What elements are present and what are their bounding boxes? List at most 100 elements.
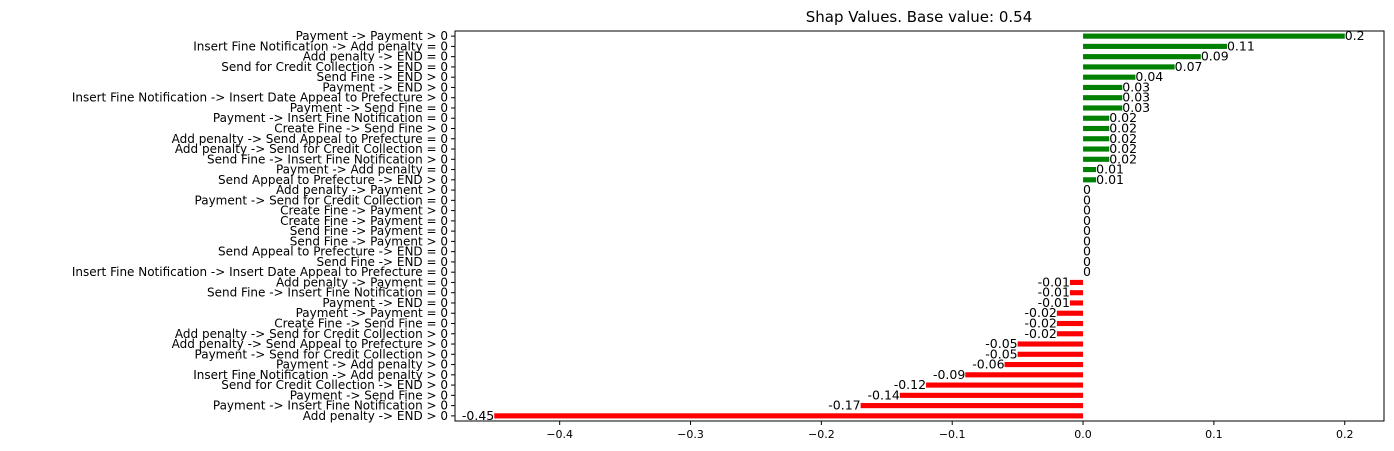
- category-label-27: Payment -> Payment = 0: [296, 306, 448, 320]
- category-label-5: Payment -> END > 0: [322, 80, 448, 94]
- value-label-20: 0: [1083, 233, 1091, 248]
- value-label-24: -0.01: [1038, 274, 1070, 289]
- bar-0: [1083, 33, 1345, 39]
- value-label-13: 0.01: [1096, 162, 1124, 177]
- bar-35: [899, 392, 1084, 398]
- bar-10: [1083, 136, 1110, 142]
- category-label-32: Payment -> Add penalty > 0: [276, 358, 448, 372]
- category-label-24: Add penalty -> Payment = 0: [276, 275, 448, 289]
- category-label-22: Send Fine -> END = 0: [316, 255, 448, 269]
- value-label-5: 0.03: [1122, 79, 1150, 94]
- value-label-30: -0.05: [985, 336, 1017, 351]
- bar-2: [1083, 54, 1201, 60]
- value-label-0: 0.2: [1345, 28, 1365, 43]
- bar-37: [494, 413, 1084, 419]
- bar-30: [1017, 341, 1084, 347]
- chart-title: Shap Values. Base value: 0.54: [806, 8, 1033, 26]
- x-tick-label-1: −0.3: [677, 428, 704, 441]
- category-label-29: Add penalty -> Send for Credit Collectio…: [175, 327, 448, 341]
- value-label-9: 0.02: [1109, 121, 1137, 136]
- value-label-3: 0.07: [1175, 59, 1203, 74]
- bar-36: [860, 403, 1084, 409]
- bar-13: [1083, 166, 1097, 173]
- x-tick-label-2: −0.2: [808, 428, 835, 441]
- x-tick-label-3: −0.1: [939, 428, 966, 441]
- value-label-12: 0.02: [1109, 151, 1137, 166]
- x-tick-label-0: −0.4: [546, 428, 573, 441]
- bar-32: [1004, 361, 1084, 368]
- value-label-16: 0: [1083, 192, 1091, 207]
- bar-11: [1083, 146, 1110, 152]
- category-label-1: Insert Fine Notification -> Add penalty …: [193, 39, 448, 53]
- value-label-21: 0: [1083, 244, 1091, 259]
- value-label-7: 0.03: [1122, 100, 1150, 115]
- category-label-17: Create Fine -> Payment > 0: [280, 204, 448, 218]
- category-label-35: Payment -> Send Fine > 0: [290, 388, 448, 402]
- category-label-3: Send for Credit Collection -> END = 0: [221, 60, 448, 74]
- value-label-35: -0.14: [868, 387, 900, 402]
- bar-9: [1083, 125, 1110, 132]
- x-tick-label-5: 0.1: [1205, 428, 1223, 441]
- category-label-37: Add penalty -> END > 0: [303, 409, 448, 423]
- value-label-19: 0: [1083, 223, 1091, 238]
- bar-3: [1083, 64, 1175, 70]
- value-label-10: 0.02: [1109, 131, 1137, 146]
- value-label-37: -0.45: [462, 408, 494, 423]
- category-label-10: Add penalty -> Send Appeal to Prefecture…: [172, 132, 448, 146]
- value-label-34: -0.12: [894, 377, 926, 392]
- bar-29: [1056, 331, 1084, 337]
- bar-4: [1083, 74, 1136, 80]
- category-label-30: Add penalty -> Send Appeal to Prefecture…: [172, 337, 448, 351]
- value-label-31: -0.05: [985, 346, 1017, 361]
- bar-26: [1069, 300, 1084, 306]
- category-label-13: Payment -> Add penalty = 0: [276, 163, 448, 177]
- value-label-6: 0.03: [1122, 90, 1150, 105]
- category-label-20: Send Fine -> Payment > 0: [290, 234, 448, 248]
- category-label-34: Send for Credit Collection -> END > 0: [221, 378, 448, 392]
- category-label-26: Payment -> END = 0: [322, 296, 448, 310]
- category-label-23: Insert Fine Notification -> Insert Date …: [72, 265, 448, 279]
- category-label-21: Send Appeal to Prefecture -> END = 0: [218, 245, 448, 259]
- bar-27: [1056, 310, 1084, 316]
- value-label-15: 0: [1083, 182, 1091, 197]
- value-label-29: -0.02: [1025, 326, 1057, 341]
- category-label-2: Add penalty -> END = 0: [303, 50, 448, 64]
- x-tick-label-6: 0.2: [1336, 428, 1354, 441]
- bar-8: [1083, 115, 1110, 121]
- value-label-18: 0: [1083, 213, 1091, 228]
- value-labels: 0.20.110.090.070.040.030.030.030.020.020…: [462, 28, 1365, 423]
- bar-7: [1083, 105, 1123, 111]
- category-label-11: Add penalty -> Send for Credit Collectio…: [175, 142, 448, 156]
- category-label-6: Insert Fine Notification -> Insert Date …: [72, 91, 448, 105]
- bar-6: [1083, 95, 1123, 101]
- bar-24: [1069, 279, 1084, 286]
- value-label-11: 0.02: [1109, 141, 1137, 156]
- category-label-8: Payment -> Insert Fine Notification = 0: [213, 111, 448, 125]
- bar-12: [1083, 156, 1110, 162]
- value-label-8: 0.02: [1109, 110, 1137, 125]
- value-label-23: 0: [1083, 264, 1091, 279]
- category-label-19: Send Fine -> Payment = 0: [290, 224, 448, 238]
- bar-14: [1083, 177, 1097, 183]
- bar-1: [1083, 43, 1227, 49]
- category-label-7: Payment -> Send Fine = 0: [290, 101, 448, 115]
- bar-33: [965, 372, 1084, 378]
- category-label-28: Create Fine -> Send Fine = 0: [274, 317, 448, 331]
- value-label-25: -0.01: [1038, 285, 1070, 300]
- category-label-4: Send Fine -> END > 0: [316, 70, 448, 84]
- plot-frame: [454, 30, 1385, 422]
- category-label-25: Send Fine -> Insert Fine Notification = …: [207, 286, 448, 300]
- category-label-9: Create Fine -> Send Fine > 0: [274, 122, 448, 136]
- category-label-16: Payment -> Send for Credit Collection = …: [195, 193, 448, 207]
- bar-5: [1083, 84, 1123, 91]
- value-label-17: 0: [1083, 203, 1091, 218]
- value-label-33: -0.09: [933, 367, 965, 382]
- value-label-4: 0.04: [1135, 69, 1163, 84]
- category-label-14: Send Appeal to Prefecture -> END > 0: [218, 173, 448, 187]
- bar-28: [1056, 320, 1084, 327]
- bar-34: [926, 382, 1084, 388]
- x-axis: −0.4 −0.3 −0.2 −0.1 0.0 0.1 0.2: [546, 421, 1353, 441]
- category-label-33: Insert Fine Notification -> Add penalty …: [193, 368, 448, 382]
- category-label-12: Send Fine -> Insert Fine Notification > …: [207, 152, 448, 166]
